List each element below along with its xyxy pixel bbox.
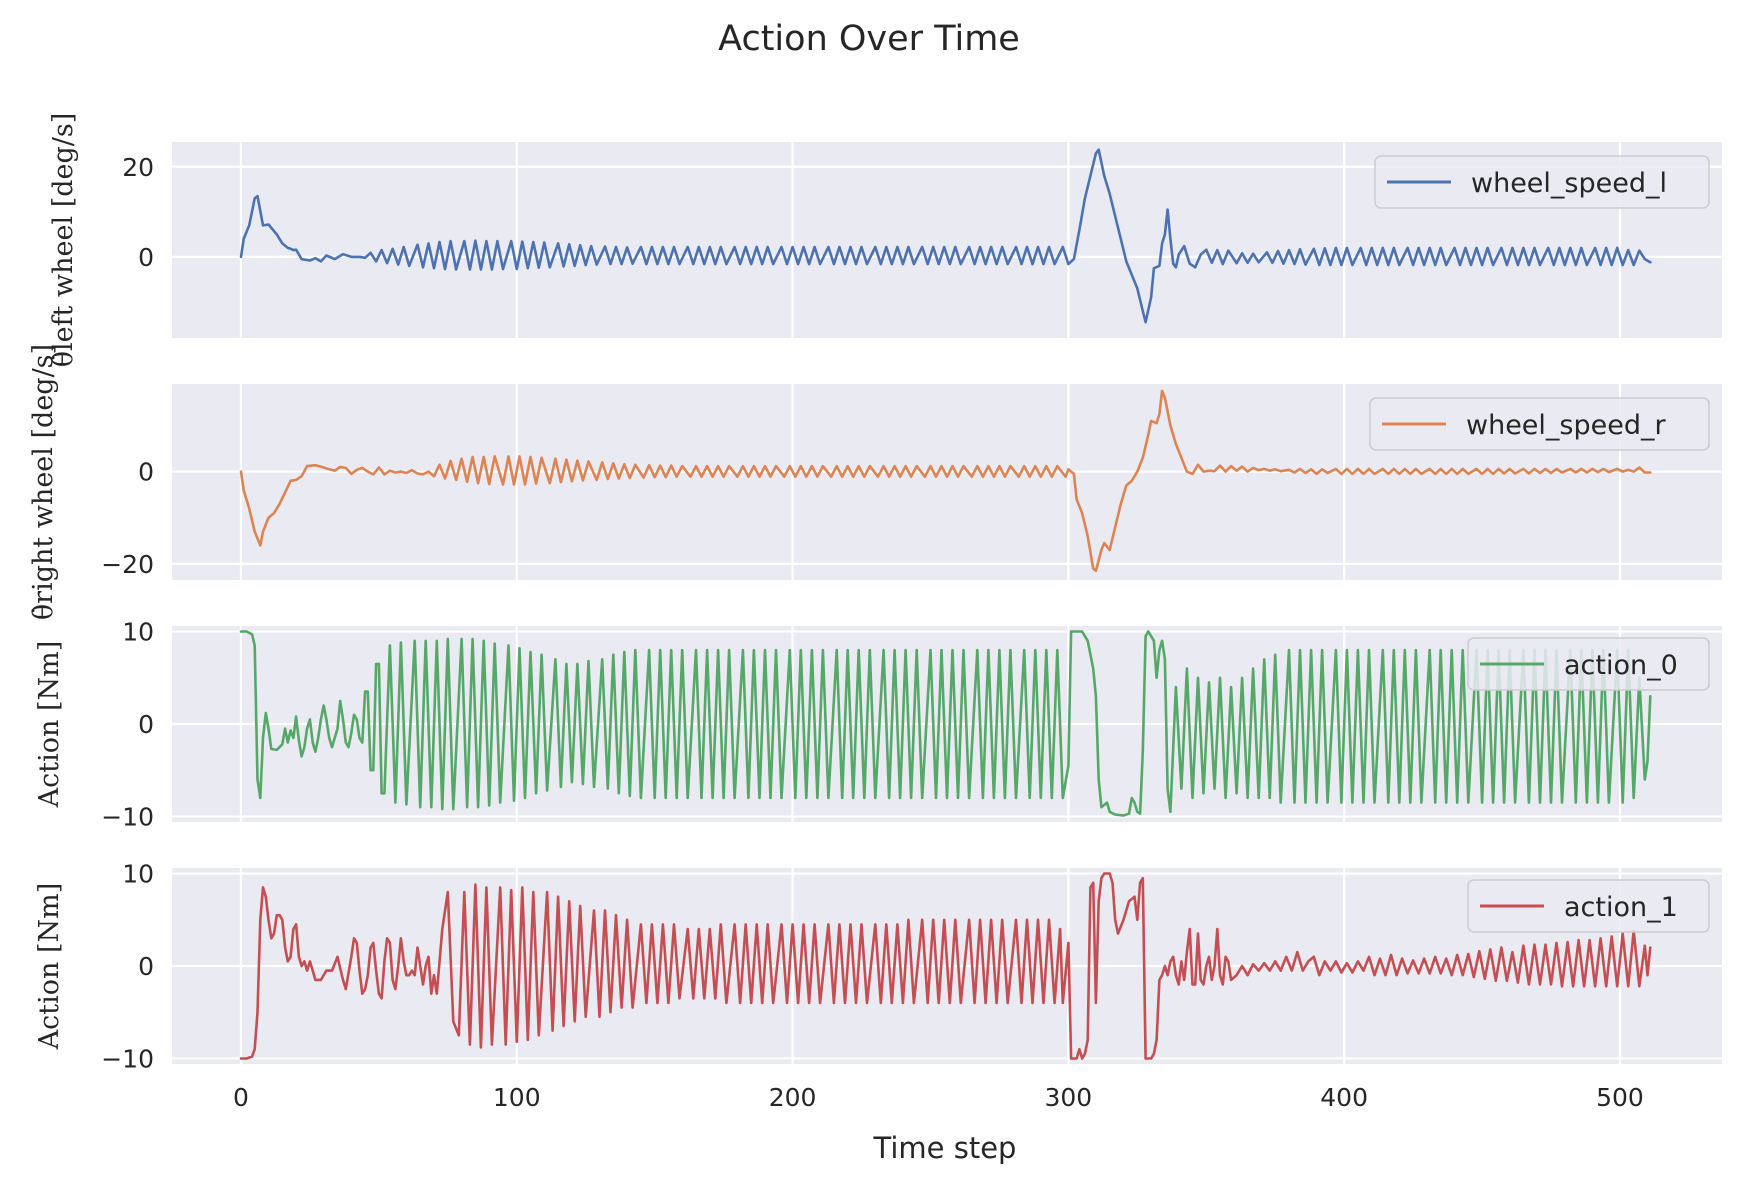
- y-tick-label: 0: [138, 458, 154, 487]
- x-axis-label: Time step: [873, 1131, 1017, 1165]
- y-axis-label: θ̇left wheel [deg/s]: [48, 113, 79, 368]
- y-tick-label: 0: [138, 710, 154, 739]
- y-tick-label: −10: [101, 802, 154, 831]
- legend-label: wheel_speed_r: [1466, 410, 1666, 441]
- legend-label: action_0: [1564, 650, 1678, 681]
- x-tick-label: 500: [1596, 1083, 1644, 1112]
- y-tick-label: 10: [122, 618, 154, 647]
- x-axis: 0 100 200 300 400 500: [233, 1083, 1644, 1112]
- y-tick-label: 10: [122, 860, 154, 889]
- subplot-1: 0 20 wheel_speed_l θ̇left wheel [deg/s]: [48, 113, 1722, 368]
- legend: action_1: [1467, 879, 1710, 933]
- x-tick-label: 100: [493, 1083, 541, 1112]
- x-tick-label: 0: [233, 1083, 249, 1112]
- x-tick-label: 300: [1044, 1083, 1092, 1112]
- series-line-action_0: [239, 630, 1652, 817]
- y-axis-label: Action [Nm]: [34, 883, 65, 1051]
- y-tick-label: 0: [138, 952, 154, 981]
- y-tick-label: −20: [101, 550, 154, 579]
- legend: wheel_speed_r: [1369, 397, 1710, 451]
- legend-frame: [1369, 397, 1710, 451]
- legend-frame: [1467, 637, 1710, 691]
- y-axis-label: Action [Nm]: [34, 641, 65, 809]
- series-line-wheel_speed_l: [239, 148, 1652, 324]
- subplot-2: −20 0 wheel_speed_r θ̇right wheel [deg/s]: [28, 344, 1722, 620]
- y-tick-label: −10: [101, 1044, 154, 1073]
- legend: action_0: [1467, 637, 1710, 691]
- subplots: 0 20 wheel_speed_l θ̇left wheel [deg/s] −20 0…: [28, 113, 1722, 1073]
- subplot-4: −10 0 10 action_1 Action [Nm]: [34, 860, 1722, 1073]
- y-tick-label: 0: [138, 243, 154, 272]
- legend-frame: [1374, 155, 1710, 209]
- y-tick-label: 20: [122, 153, 154, 182]
- legend-frame: [1467, 879, 1710, 933]
- chart-title: Action Over Time: [718, 19, 1020, 59]
- x-tick-label: 200: [769, 1083, 817, 1112]
- series-line-wheel_speed_r: [239, 389, 1652, 573]
- subplot-3: −10 0 10 action_0 Action [Nm]: [34, 618, 1722, 831]
- x-tick-label: 400: [1320, 1083, 1368, 1112]
- legend-label: wheel_speed_l: [1471, 168, 1667, 199]
- legend-label: action_1: [1564, 892, 1678, 923]
- series-line-action_1: [239, 872, 1652, 1060]
- legend: wheel_speed_l: [1374, 155, 1710, 209]
- y-axis-label: θ̇right wheel [deg/s]: [28, 344, 59, 620]
